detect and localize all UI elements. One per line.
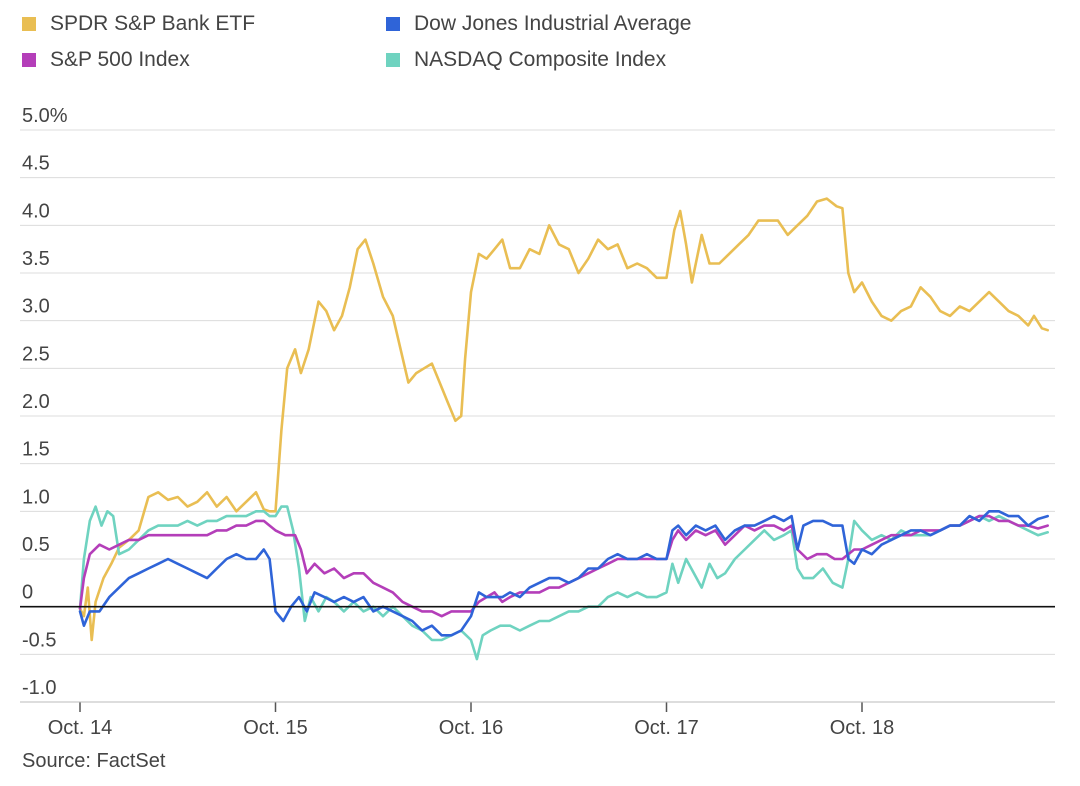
- legend-label-sp500: S&P 500 Index: [50, 48, 190, 71]
- legend-swatch-spdr-bank-etf: [22, 17, 36, 31]
- y-tick-label-7: 1.5: [22, 439, 50, 461]
- y-tick-label-0: 5.0%: [22, 105, 68, 127]
- legend-label-spdr-bank-etf: SPDR S&P Bank ETF: [50, 12, 256, 35]
- series-line-3: [78, 505, 1049, 661]
- y-tick-label-5: 2.5: [22, 343, 50, 365]
- series-line-1: [78, 510, 1049, 637]
- y-tick-label-10: 0: [22, 582, 33, 604]
- legend-label-dow-jones: Dow Jones Industrial Average: [414, 12, 692, 35]
- series-line-0: [78, 197, 1049, 642]
- x-tick-label-3: Oct. 17: [634, 717, 698, 739]
- x-tick-label-2: Oct. 16: [439, 717, 503, 739]
- series-line-2: [78, 514, 1049, 618]
- legend-item-sp500: S&P 500 Index: [22, 48, 190, 72]
- legend-swatch-dow-jones: [386, 17, 400, 31]
- source-note: Source: FactSet: [22, 750, 166, 772]
- legend-item-dow-jones: Dow Jones Industrial Average: [386, 12, 691, 36]
- y-tick-label-4: 3.0: [22, 296, 50, 318]
- x-tick-label-4: Oct. 18: [830, 717, 894, 739]
- x-tick-label-0: Oct. 14: [48, 717, 112, 739]
- legend-item-nasdaq: NASDAQ Composite Index: [386, 48, 666, 72]
- y-tick-label-9: 0.5: [22, 534, 50, 556]
- y-tick-label-6: 2.0: [22, 391, 50, 413]
- legend: SPDR S&P Bank ETF Dow Jones Industrial A…: [22, 8, 782, 78]
- y-tick-label-12: -1.0: [22, 677, 56, 699]
- y-tick-label-11: -0.5: [22, 629, 56, 651]
- x-tick-label-1: Oct. 15: [243, 717, 307, 739]
- legend-swatch-nasdaq: [386, 53, 400, 67]
- y-tick-label-1: 4.5: [22, 153, 50, 175]
- y-tick-label-8: 1.0: [22, 486, 50, 508]
- y-tick-label-3: 3.5: [22, 248, 50, 270]
- legend-label-nasdaq: NASDAQ Composite Index: [414, 48, 667, 71]
- legend-swatch-sp500: [22, 53, 36, 67]
- y-tick-label-2: 4.0: [22, 200, 50, 222]
- legend-item-spdr-bank-etf: SPDR S&P Bank ETF: [22, 12, 255, 36]
